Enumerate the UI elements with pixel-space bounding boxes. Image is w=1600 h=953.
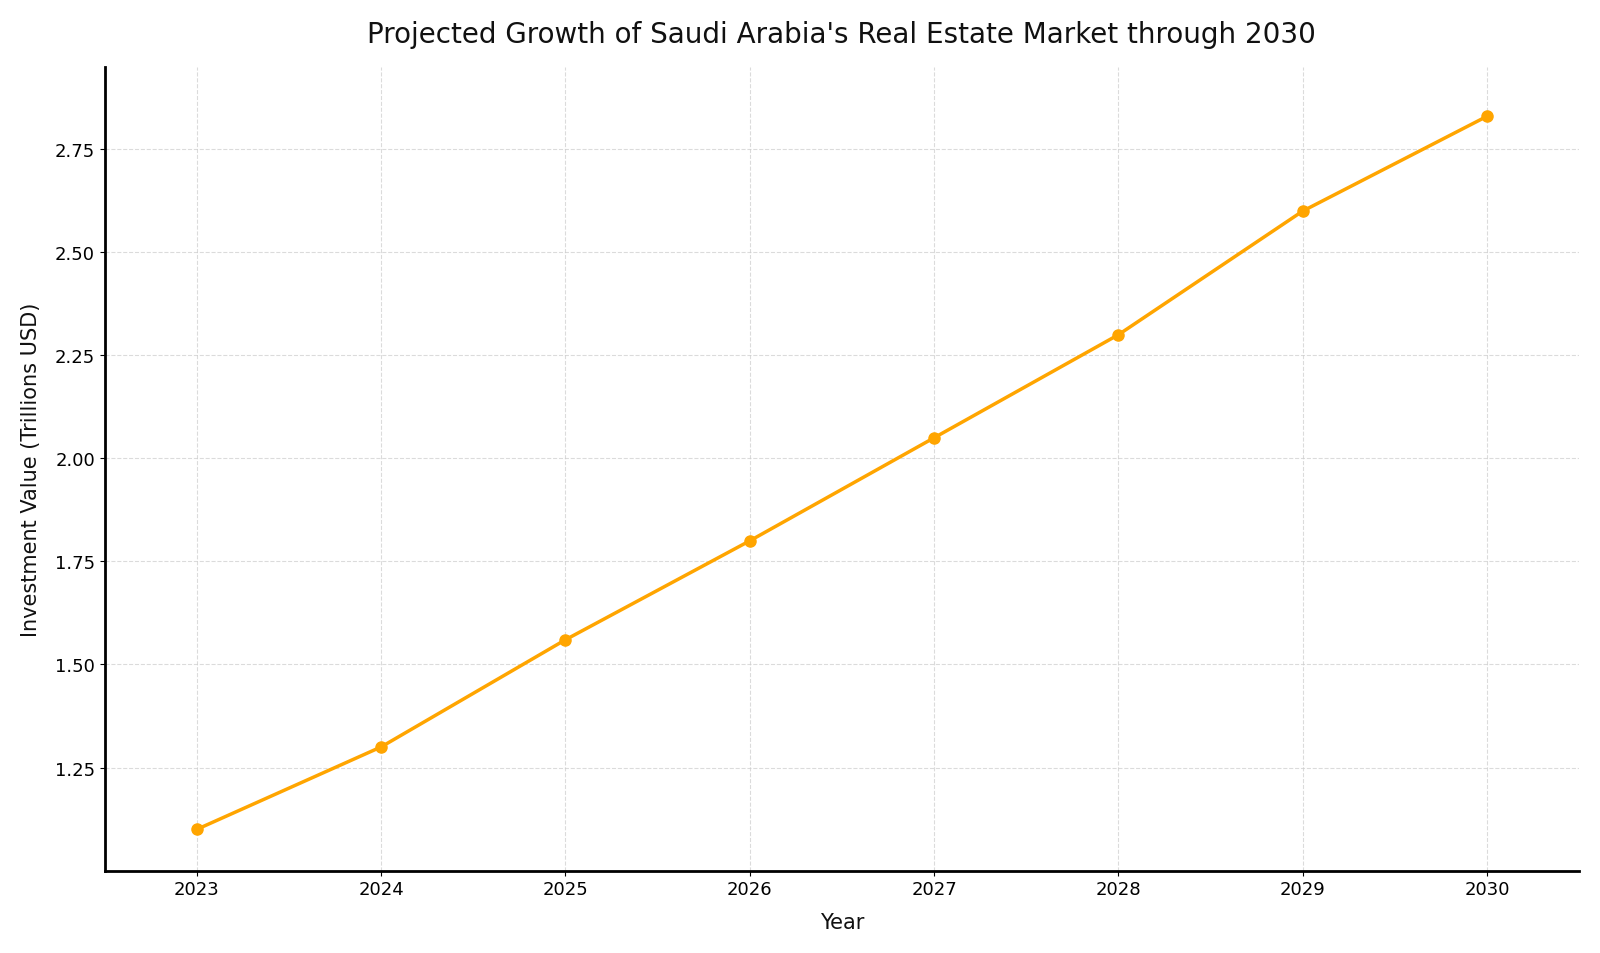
X-axis label: Year: Year [819,912,864,932]
Title: Projected Growth of Saudi Arabia's Real Estate Market through 2030: Projected Growth of Saudi Arabia's Real … [368,21,1317,49]
Y-axis label: Investment Value (Trillions USD): Investment Value (Trillions USD) [21,302,42,637]
